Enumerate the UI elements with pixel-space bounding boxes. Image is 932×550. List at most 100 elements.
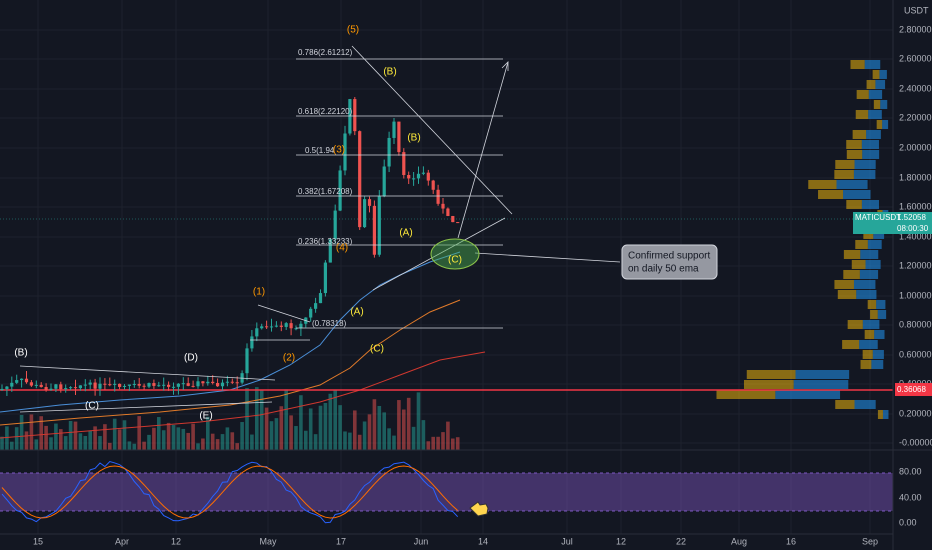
time-label: Apr <box>115 536 129 546</box>
profile-bar <box>850 60 865 69</box>
volume-bar <box>343 431 347 450</box>
wave-label: (C) <box>85 401 99 412</box>
time-label: 12 <box>171 536 181 546</box>
volume-bar <box>235 443 239 450</box>
volume-bar <box>39 416 43 450</box>
wave-label: (C) <box>370 344 384 355</box>
volume-bar <box>225 427 230 450</box>
profile-bar <box>861 200 879 209</box>
fib-label: 0.618(2.22120) <box>298 107 353 116</box>
volume-bar <box>34 439 39 450</box>
candle-body <box>441 203 445 209</box>
time-label: Jun <box>414 536 429 546</box>
callout-box <box>621 244 718 280</box>
price-label: 0.20000 <box>899 408 932 418</box>
candle-body <box>318 293 323 304</box>
candles <box>0 97 460 396</box>
price-label: 2.00000 <box>899 142 932 152</box>
profile-bar <box>882 120 889 129</box>
volume-bar <box>264 407 269 450</box>
volume-bar <box>245 388 249 450</box>
profile-bar <box>818 190 844 199</box>
time-label: Sep <box>862 536 878 546</box>
volume-bar <box>117 429 122 450</box>
candle-body <box>436 189 440 204</box>
candle-body <box>220 382 225 387</box>
candle-body <box>289 323 293 329</box>
profile-bar <box>872 70 880 79</box>
volume-bar <box>44 425 48 450</box>
profile-bar <box>836 180 868 189</box>
candle-body <box>338 170 342 211</box>
candle-body <box>456 222 460 224</box>
price-label: -0.00000 <box>899 437 932 447</box>
candle-body <box>78 385 82 389</box>
volume-bar <box>186 432 190 450</box>
candle-body <box>314 303 318 309</box>
profile-bar <box>882 410 889 419</box>
profile-bar <box>842 340 860 349</box>
volume-bar <box>161 430 166 450</box>
profile-bar <box>880 100 888 109</box>
profile-bar <box>868 90 883 99</box>
time-label: 12 <box>616 536 626 546</box>
fib-label: 0.786(2.61212) <box>298 48 353 57</box>
candle-body <box>29 382 33 386</box>
profile-bar <box>860 250 879 259</box>
volume-bar <box>215 439 220 450</box>
volume-bar <box>294 426 298 450</box>
volume-bar <box>206 416 210 450</box>
candle-body <box>186 383 190 386</box>
profile-bar <box>876 300 886 309</box>
profile-bar <box>864 330 875 339</box>
candle-body <box>122 385 127 387</box>
volume-bar <box>259 389 264 450</box>
candle-body <box>426 172 430 181</box>
volume-bar <box>299 395 303 450</box>
volume-bar <box>24 431 29 450</box>
candle-body <box>245 348 249 374</box>
volume-bar <box>441 432 445 450</box>
profile-bar <box>876 120 883 129</box>
candle-body <box>269 326 274 328</box>
wave-label: (B) <box>14 348 27 359</box>
time-label: 22 <box>676 536 686 546</box>
last-price: 1.52058 <box>897 213 926 222</box>
volume-bar <box>210 433 215 450</box>
volume-bar <box>362 421 367 450</box>
candle-body <box>162 384 166 386</box>
time-label: Jul <box>561 536 573 546</box>
profile-bar <box>870 310 878 319</box>
time-label: 14 <box>478 536 488 546</box>
candle-body <box>421 172 425 174</box>
profile-bar <box>808 180 837 189</box>
volume-bar <box>147 434 151 450</box>
candle-body <box>284 323 288 327</box>
candle-body <box>397 121 401 153</box>
volume-bar <box>318 405 323 450</box>
candle-body <box>416 173 421 179</box>
wave-label: (C) <box>448 255 462 266</box>
volume-bar <box>68 421 73 450</box>
volume-bar <box>220 434 225 450</box>
candle-body <box>73 387 78 389</box>
candle-body <box>54 384 58 389</box>
profile-bar <box>854 160 876 169</box>
candle-body <box>142 385 146 387</box>
wave-label: (5) <box>347 25 359 36</box>
volume-bar <box>98 436 102 450</box>
candle-body <box>377 196 381 255</box>
price-label: 2.80000 <box>899 24 932 34</box>
profile-bar <box>775 390 841 399</box>
time-label: 16 <box>786 536 796 546</box>
profile-bar <box>795 370 850 379</box>
candle-body <box>235 382 239 384</box>
profile-bar <box>867 240 882 249</box>
volume-bar <box>348 432 352 450</box>
volume-bar <box>255 387 259 450</box>
volume-bar <box>451 438 455 450</box>
volume-bar <box>127 441 132 450</box>
annotations: 0.786(2.61212) 0.618(2.22120) 0.5(1.94 0.38… <box>14 25 462 422</box>
profile-bar <box>716 390 776 399</box>
price-label: 1.20000 <box>899 260 932 270</box>
